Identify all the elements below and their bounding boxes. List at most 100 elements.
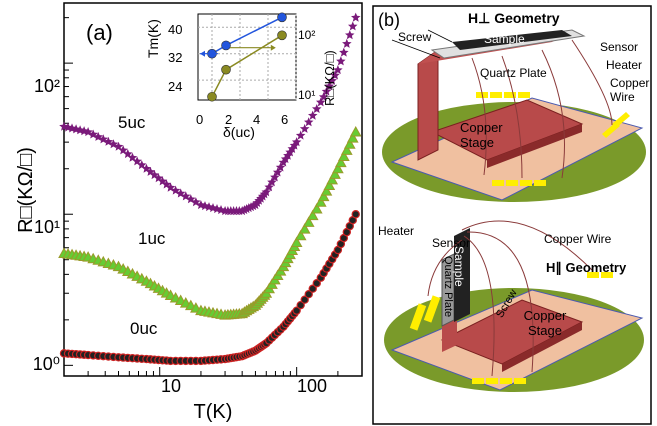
data-point — [261, 187, 271, 197]
data-point — [312, 104, 322, 113]
data-point — [314, 196, 327, 207]
inset-series-right — [207, 30, 287, 102]
y-tick-100: 10² — [34, 76, 60, 96]
inset-point — [277, 12, 287, 23]
data-point — [323, 179, 336, 191]
inset-xtick-6: 6 — [281, 112, 289, 127]
data-point — [299, 123, 310, 133]
data-point — [339, 47, 349, 57]
data-point — [137, 160, 147, 170]
sensor-label-top: Sensor — [600, 40, 639, 54]
data-point — [294, 229, 307, 241]
data-point — [345, 30, 355, 40]
data-point — [304, 117, 314, 127]
copper-wire-label-top: Copper Wire — [610, 76, 650, 104]
data-point — [321, 86, 332, 96]
data-point — [267, 177, 277, 187]
copper-wire-label-bottom: Copper Wire — [544, 232, 612, 246]
data-point — [327, 75, 337, 85]
inset-chart — [197, 12, 297, 102]
data-point — [292, 306, 301, 315]
data-point — [270, 172, 280, 182]
data-point — [324, 81, 335, 91]
inset-xtick-4: 4 — [253, 112, 261, 127]
x-axis-label: T(K) — [194, 401, 233, 423]
data-point — [333, 65, 343, 75]
data-point — [348, 21, 358, 31]
copper-stage-label-top: Copper Stage — [460, 120, 503, 150]
sample-label-top: Sample — [484, 32, 525, 46]
data-point — [304, 290, 313, 299]
inset-ytick-24: 24 — [168, 79, 183, 94]
quartz-plate-label-bottom: Quartz Plate — [442, 256, 454, 318]
panel-b-label: (b) — [378, 10, 400, 30]
label-5uc: 5uc — [118, 113, 146, 132]
series-0uc — [59, 210, 360, 366]
data-point — [98, 134, 109, 144]
inset-xlabel: δ(uc) — [223, 124, 255, 140]
data-point — [346, 132, 359, 143]
inset-series-left — [207, 12, 287, 59]
data-point — [308, 110, 318, 120]
inset-ytick-32: 32 — [168, 50, 183, 65]
x-tick-10: 10 — [161, 376, 181, 396]
inset-xtick-0: 0 — [196, 112, 204, 127]
inset-y2label: R□(KΩ/□) — [322, 50, 337, 106]
data-point — [329, 168, 341, 179]
data-point — [318, 92, 329, 101]
inset-ytick-40: 40 — [168, 22, 183, 37]
data-point — [332, 162, 344, 174]
y-tick-10: 10¹ — [34, 217, 60, 237]
data-point — [296, 300, 305, 310]
data-point — [320, 185, 333, 196]
x-tick-100: 100 — [297, 376, 327, 396]
copper-stage-label-bottom: Copper Stage — [523, 308, 567, 338]
data-point — [300, 295, 309, 304]
data-point — [326, 173, 339, 185]
data-point — [351, 12, 361, 22]
data-point — [312, 279, 321, 288]
data-point — [291, 137, 302, 147]
panel-a-label: (a) — [86, 20, 113, 45]
sample-vertical — [454, 228, 470, 322]
data-point — [336, 56, 346, 66]
label-0uc: 0uc — [130, 319, 158, 338]
panel-a-data — [58, 12, 362, 366]
data-point — [275, 162, 286, 172]
data-point — [306, 209, 319, 221]
screw-label-top: Screw — [398, 30, 432, 44]
data-point — [153, 173, 164, 183]
data-point — [340, 144, 353, 155]
y-tick-1: 10⁰ — [33, 354, 60, 374]
sample-label-bottom: Sample — [452, 246, 466, 287]
data-point — [132, 156, 142, 166]
data-point — [308, 284, 317, 293]
data-point — [298, 223, 311, 234]
panel-a-ticks — [63, 17, 363, 376]
par-geometry-title: H∥ Geometry — [546, 260, 627, 275]
series-1uc — [58, 125, 362, 320]
inset-point — [207, 91, 217, 102]
panel-b-diagram — [372, 5, 652, 425]
data-point — [351, 210, 360, 219]
y-axis-label: R□(KΩ/□) — [15, 147, 37, 233]
heater-label-top: Heater — [606, 58, 643, 72]
data-point — [113, 141, 124, 151]
top-sample — [452, 30, 572, 50]
data-point — [330, 70, 340, 80]
perp-geometry-title: H⊥ Geometry — [468, 10, 560, 26]
inset-data — [200, 12, 287, 102]
quartz-plate-label-top: Quartz Plate — [480, 66, 547, 80]
data-point — [316, 97, 326, 107]
data-point — [290, 236, 303, 248]
inset-xtick-2: 2 — [225, 112, 233, 127]
label-1uc: 1uc — [138, 229, 166, 248]
data-point — [349, 125, 362, 137]
data-point — [118, 145, 128, 155]
data-point — [272, 167, 283, 177]
sensor-label-bottom: Sensor — [432, 236, 471, 250]
data-point — [127, 152, 138, 162]
top-vertical-block — [417, 49, 439, 161]
data-point — [335, 156, 347, 168]
